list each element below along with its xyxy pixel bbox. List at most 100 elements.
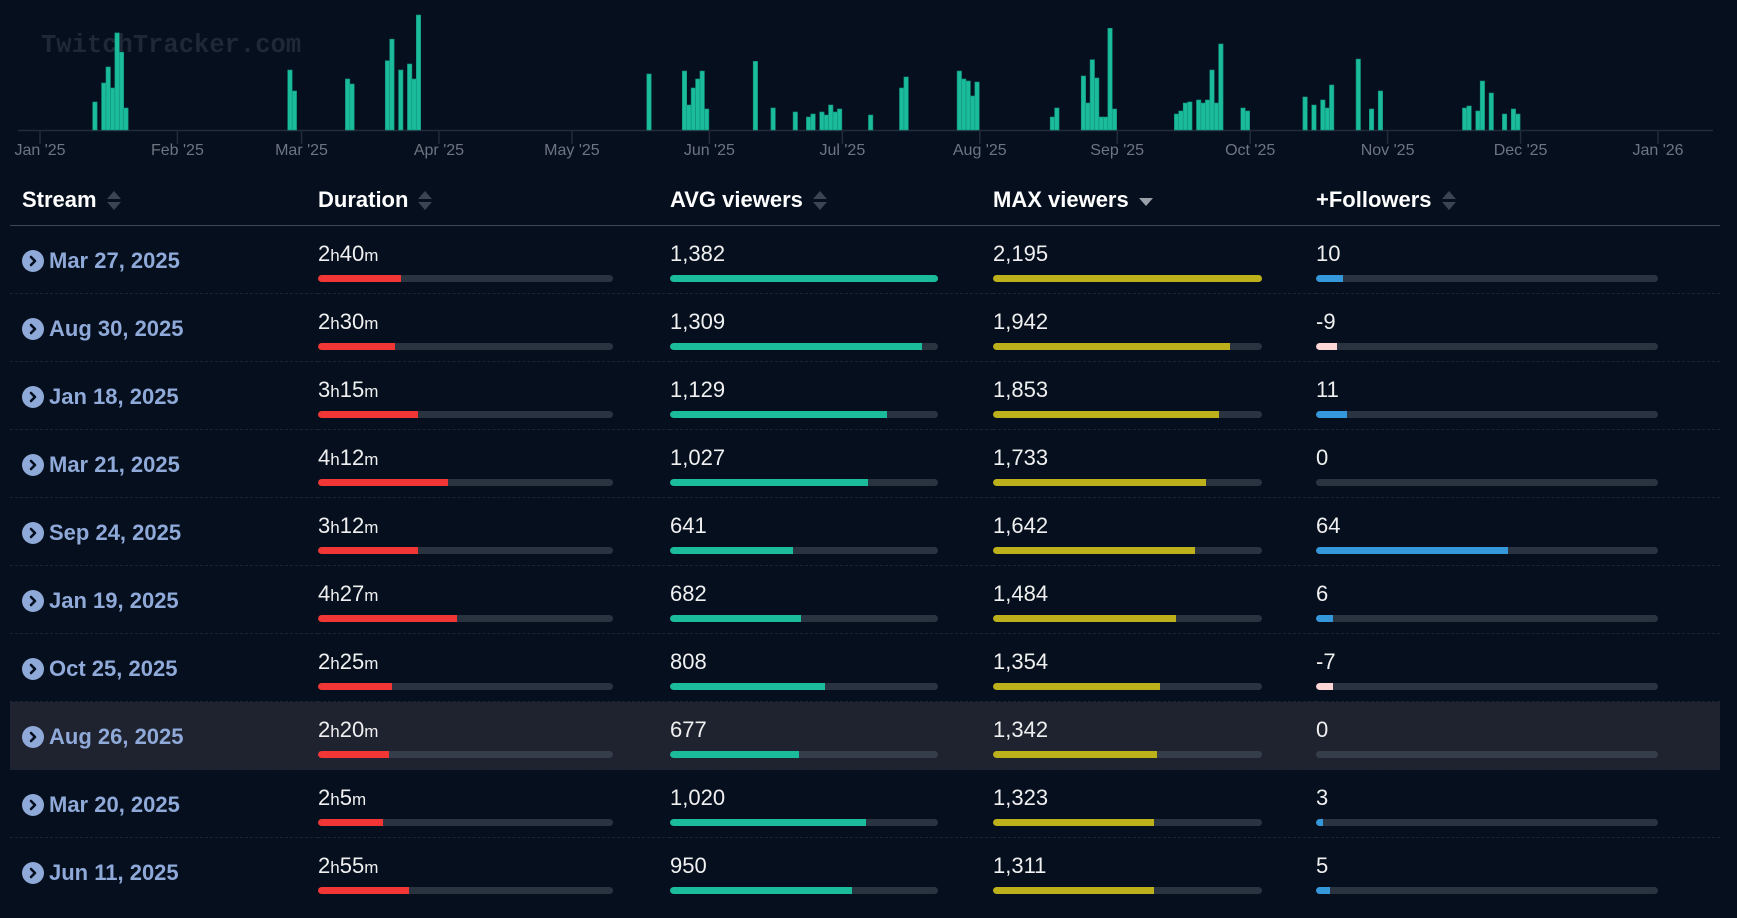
chart-bar[interactable]: [699, 70, 705, 131]
chart-bar[interactable]: [690, 87, 696, 131]
sort-icon[interactable]: [106, 191, 121, 211]
table-row[interactable]: Aug 30, 2025 2h30m 1,309 1,942 -9: [10, 293, 1720, 362]
chart-bar[interactable]: [956, 70, 962, 131]
chart-bar[interactable]: [101, 82, 107, 131]
chart-bar[interactable]: [1302, 96, 1308, 131]
chart-bar[interactable]: [1510, 108, 1516, 131]
chart-bar[interactable]: [1462, 107, 1468, 131]
chart-bar[interactable]: [407, 63, 413, 131]
stream-link[interactable]: Oct 25, 2025: [22, 656, 318, 682]
chart-bar[interactable]: [105, 66, 111, 131]
stream-link[interactable]: Mar 21, 2025: [22, 452, 318, 478]
chart-bar[interactable]: [828, 104, 834, 131]
chart-bar[interactable]: [114, 32, 120, 131]
sort-desc-icon[interactable]: [1138, 191, 1153, 211]
chart-bar[interactable]: [792, 111, 798, 131]
sort-icon[interactable]: [418, 191, 433, 211]
table-row[interactable]: Mar 21, 2025 4h12m 1,027 1,733 0: [10, 429, 1720, 498]
chart-bar[interactable]: [1240, 107, 1246, 131]
chart-bar[interactable]: [1377, 90, 1383, 131]
chart-bar[interactable]: [1187, 101, 1193, 131]
chart-bar[interactable]: [899, 87, 905, 131]
chart-bar[interactable]: [1205, 99, 1211, 131]
chart-bar[interactable]: [965, 80, 971, 131]
chart-bar[interactable]: [287, 69, 293, 131]
column-header-avg-viewers[interactable]: AVG viewers: [670, 175, 993, 226]
stream-link[interactable]: Mar 20, 2025: [22, 792, 318, 818]
chart-bar[interactable]: [837, 108, 843, 131]
chart-bar[interactable]: [411, 78, 417, 131]
chart-bar[interactable]: [1200, 102, 1206, 131]
chart-bar[interactable]: [1488, 92, 1494, 131]
chart-bar[interactable]: [646, 73, 652, 131]
table-row[interactable]: Aug 26, 2025 2h20m 677 1,342 0: [10, 701, 1720, 770]
chart-bar[interactable]: [345, 78, 351, 131]
chart-bar[interactable]: [1080, 75, 1086, 131]
chart-bar[interactable]: [1178, 110, 1184, 131]
column-header-stream[interactable]: Stream: [10, 175, 318, 226]
chart-bar[interactable]: [1209, 69, 1215, 131]
column-header-duration[interactable]: Duration: [318, 175, 670, 226]
chart-bar[interactable]: [1094, 77, 1100, 131]
chart-bar[interactable]: [1475, 110, 1481, 131]
chart-bar[interactable]: [110, 87, 116, 131]
chart-bar[interactable]: [1213, 102, 1219, 131]
table-row[interactable]: Jan 19, 2025 4h27m 682 1,484 6: [10, 565, 1720, 634]
stream-link[interactable]: Aug 30, 2025: [22, 316, 318, 342]
chart-bar[interactable]: [1049, 116, 1055, 131]
table-row[interactable]: Jan 18, 2025 3h15m 1,129 1,853 11: [10, 361, 1720, 430]
chart-bar[interactable]: [1196, 99, 1202, 131]
chart-bar[interactable]: [1329, 84, 1335, 131]
chart-bar[interactable]: [1107, 27, 1113, 131]
stream-link[interactable]: Jan 19, 2025: [22, 588, 318, 614]
chart-bar[interactable]: [1089, 59, 1095, 131]
stream-link[interactable]: Sep 24, 2025: [22, 520, 318, 546]
chart-bar[interactable]: [384, 60, 390, 131]
stream-link[interactable]: Jun 11, 2025: [22, 860, 318, 886]
chart-bar[interactable]: [970, 95, 976, 131]
chart-bar[interactable]: [903, 76, 909, 131]
chart-bar[interactable]: [823, 114, 829, 131]
chart-bar[interactable]: [389, 38, 395, 131]
column-header-followers[interactable]: +Followers: [1316, 175, 1720, 226]
chart-bar[interactable]: [1466, 105, 1472, 131]
chart-bar[interactable]: [819, 111, 825, 131]
chart-bar[interactable]: [1311, 104, 1317, 131]
chart-bar[interactable]: [1054, 107, 1060, 131]
chart-bar[interactable]: [1502, 113, 1508, 131]
chart-bar[interactable]: [1320, 99, 1326, 131]
chart-bar[interactable]: [1103, 116, 1109, 131]
chart-bar[interactable]: [1244, 110, 1250, 131]
chart-bar[interactable]: [92, 101, 98, 131]
chart-bar[interactable]: [398, 69, 404, 131]
chart-bar[interactable]: [1355, 58, 1361, 131]
chart-bar[interactable]: [752, 61, 758, 131]
chart-bar[interactable]: [1085, 102, 1091, 131]
table-row[interactable]: Oct 25, 2025 2h25m 808 1,354 -7: [10, 633, 1720, 702]
chart-bar[interactable]: [291, 90, 297, 131]
chart-bar[interactable]: [961, 78, 967, 131]
chart-bar[interactable]: [118, 51, 125, 131]
column-header-max-viewers[interactable]: MAX viewers: [993, 175, 1316, 226]
table-row[interactable]: Mar 20, 2025 2h5m 1,020 1,323 3: [10, 769, 1720, 838]
chart-bar[interactable]: [770, 107, 776, 131]
stream-link[interactable]: Aug 26, 2025: [22, 724, 318, 750]
chart-bar[interactable]: [681, 70, 688, 131]
chart-bar[interactable]: [704, 108, 710, 131]
stream-link[interactable]: Jan 18, 2025: [22, 384, 318, 410]
chart-bar[interactable]: [1324, 107, 1330, 131]
chart-bar[interactable]: [868, 114, 874, 131]
chart-bar[interactable]: [1182, 102, 1188, 131]
chart-bar[interactable]: [686, 104, 692, 131]
chart-bar[interactable]: [123, 107, 129, 131]
table-row[interactable]: Sep 24, 2025 3h12m 641 1,642 64: [10, 497, 1720, 566]
chart-bar[interactable]: [806, 116, 812, 131]
chart-bar[interactable]: [1479, 80, 1485, 131]
sort-icon[interactable]: [812, 191, 827, 211]
chart-bar[interactable]: [349, 83, 355, 131]
chart-bar[interactable]: [415, 14, 422, 131]
table-row[interactable]: Mar 27, 2025 2h40m 1,382 2,195 10: [10, 225, 1720, 294]
chart-bar[interactable]: [974, 81, 980, 131]
chart-bar[interactable]: [1218, 43, 1224, 131]
table-row[interactable]: Jun 11, 2025 2h55m 950 1,311 5: [10, 838, 1720, 906]
